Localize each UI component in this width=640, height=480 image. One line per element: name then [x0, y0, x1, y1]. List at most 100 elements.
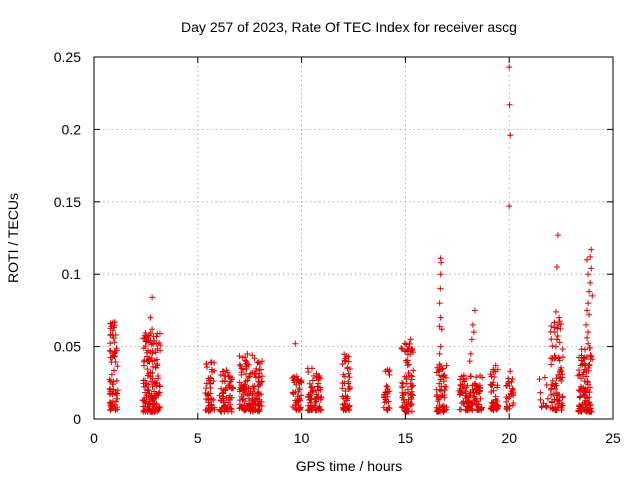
data-point [259, 373, 266, 380]
data-point [575, 367, 582, 374]
data-point [489, 381, 496, 388]
data-point [308, 406, 315, 413]
data-point [341, 373, 348, 380]
data-point [341, 380, 348, 387]
data-point [548, 336, 555, 343]
data-point [307, 384, 314, 391]
data-point [586, 311, 593, 318]
y-axis: 0 0.05 0.1 0.15 0.2 0.25 [54, 49, 613, 427]
data-point [577, 388, 584, 395]
data-point [223, 367, 230, 374]
data-point [398, 345, 405, 352]
data-point [506, 203, 513, 210]
data-point [308, 365, 315, 372]
data-point [237, 384, 244, 391]
data-point [112, 407, 119, 414]
data-point [239, 387, 246, 394]
x-axis-title: GPS time / hours [296, 458, 403, 474]
data-point [113, 347, 120, 354]
data-point [291, 379, 298, 386]
data-point [156, 389, 163, 396]
data-point [347, 366, 354, 373]
data-point [143, 380, 150, 387]
data-point [207, 407, 214, 414]
data-point [580, 369, 587, 376]
data-point [346, 374, 353, 381]
data-point [258, 391, 265, 398]
data-point [494, 366, 501, 373]
data-point [473, 374, 480, 381]
data-point [228, 406, 235, 413]
data-point [386, 388, 393, 395]
data-point [582, 385, 589, 392]
data-point [465, 403, 472, 410]
data-point [217, 371, 224, 378]
data-point [437, 285, 444, 292]
data-point [407, 336, 414, 343]
data-point [588, 353, 595, 360]
data-point [401, 347, 408, 354]
data-point [204, 391, 211, 398]
data-point [306, 380, 313, 387]
data-point [147, 348, 154, 355]
data-point [106, 347, 113, 354]
data-point [236, 401, 243, 408]
data-point [149, 294, 156, 301]
data-point [503, 404, 510, 411]
data-point [312, 387, 319, 394]
y-tick-label: 0 [73, 411, 81, 427]
data-point [437, 388, 444, 395]
data-point [255, 406, 262, 413]
data-point [437, 271, 444, 278]
chart-title: Day 257 of 2023, Rate Of TEC Index for r… [181, 19, 517, 35]
data-point [146, 332, 153, 339]
data-point [576, 403, 583, 410]
data-point [476, 384, 483, 391]
data-point [147, 369, 154, 376]
data-point [559, 402, 566, 409]
data-point [551, 383, 558, 390]
data-point [112, 358, 119, 365]
data-point [145, 387, 152, 394]
data-point [440, 373, 447, 380]
data-point [581, 389, 588, 396]
data-point [463, 406, 470, 413]
data-point [469, 321, 476, 328]
data-point [339, 361, 346, 368]
data-point [576, 394, 583, 401]
data-point [339, 401, 346, 408]
data-point [315, 376, 322, 383]
data-point [152, 349, 159, 356]
data-point [314, 383, 321, 390]
data-point [587, 405, 594, 412]
data-point [208, 396, 215, 403]
data-point [305, 394, 312, 401]
data-point [255, 402, 262, 409]
data-point [243, 365, 250, 372]
data-point [443, 384, 450, 391]
data-point [149, 363, 156, 370]
data-point [472, 396, 479, 403]
y-tick-label: 0.25 [54, 49, 81, 65]
data-point [584, 381, 591, 388]
data-point [460, 400, 467, 407]
data-point [153, 356, 160, 363]
data-point [557, 366, 564, 373]
data-point [466, 404, 473, 411]
data-point [384, 407, 391, 414]
data-point [554, 232, 561, 239]
data-point [156, 403, 163, 410]
data-point [471, 307, 478, 314]
data-point [587, 253, 594, 260]
data-point [238, 371, 245, 378]
data-point [439, 366, 446, 373]
x-tick-label: 15 [398, 430, 414, 446]
data-point [244, 350, 251, 357]
data-point [237, 363, 244, 370]
data-point [342, 357, 349, 364]
data-point [246, 401, 253, 408]
data-point [292, 340, 299, 347]
y-tick-label: 0.2 [62, 121, 82, 137]
data-point [157, 342, 164, 349]
